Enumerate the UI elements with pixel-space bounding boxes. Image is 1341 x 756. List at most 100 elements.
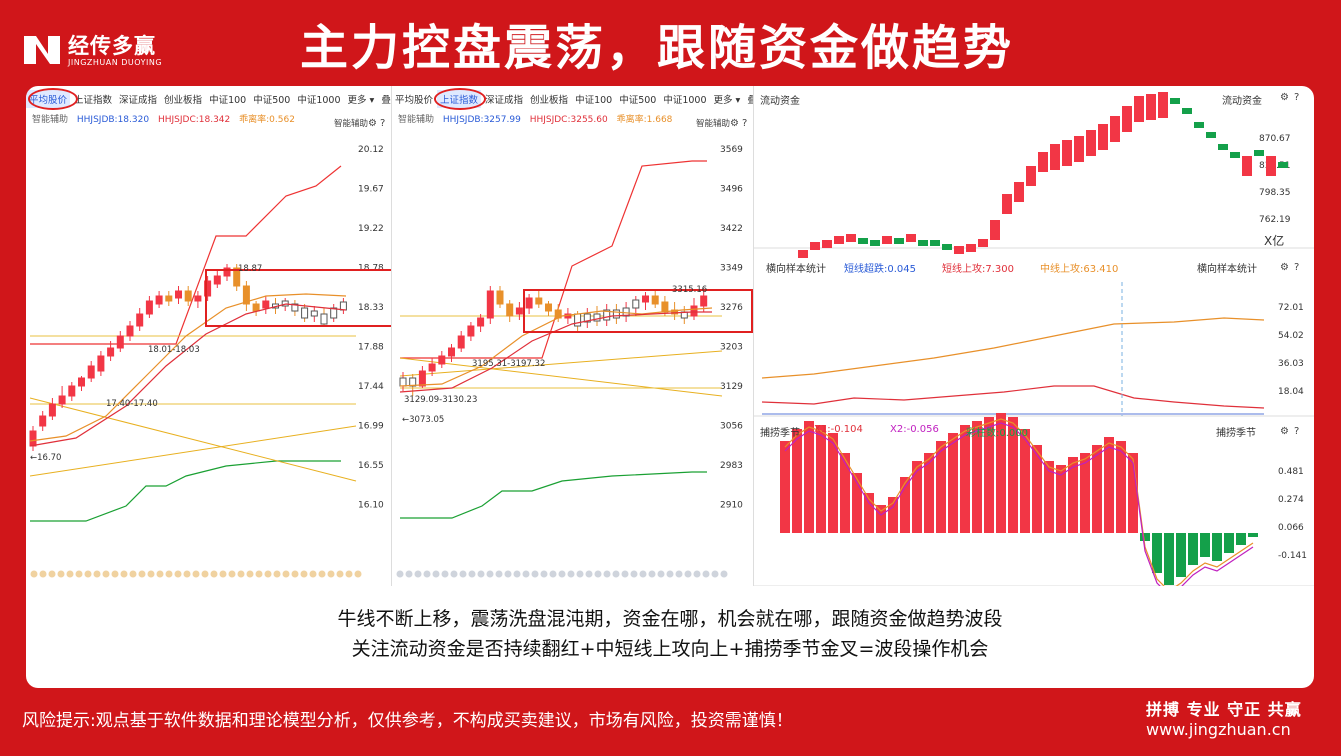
candle bbox=[184, 290, 192, 302]
season-bar bbox=[1152, 533, 1162, 573]
candle bbox=[496, 290, 504, 305]
ind-bias: 乖离率:1.668 bbox=[616, 115, 673, 125]
flow-bar bbox=[1086, 130, 1096, 156]
price-label: 3315.16 bbox=[672, 285, 707, 295]
candle bbox=[291, 303, 299, 312]
brand-name-en: JINGZHUAN DUOYING bbox=[68, 58, 163, 67]
sample-name[interactable]: 横向样本统计 bbox=[1197, 264, 1257, 275]
season-bar bbox=[936, 441, 946, 533]
price-label: 3195.31-3197.32 bbox=[472, 359, 545, 369]
candle bbox=[515, 307, 523, 315]
timeline-dot bbox=[666, 570, 674, 578]
season-bar bbox=[852, 473, 862, 533]
tab-csi100[interactable]: 中证100 bbox=[575, 95, 613, 106]
flow-bar bbox=[1146, 94, 1156, 120]
candle bbox=[583, 313, 591, 323]
season-bar bbox=[996, 413, 1006, 533]
candle bbox=[418, 370, 426, 387]
flow-bar bbox=[810, 242, 820, 250]
help-icon: ? bbox=[1294, 426, 1299, 437]
season-name[interactable]: 捕捞季节 bbox=[1216, 428, 1256, 439]
timeline-dot bbox=[111, 570, 119, 578]
y-tick-label: 36.03 bbox=[1278, 359, 1304, 369]
indicator-charts: ⚙?870.67834.51798.35762.19⚙?72.0154.0236… bbox=[754, 92, 1314, 586]
season-bar bbox=[960, 425, 970, 533]
sample-title: 横向样本统计 bbox=[766, 264, 826, 275]
flow-bar bbox=[930, 240, 940, 246]
flow-name[interactable]: 流动资金 bbox=[1222, 96, 1262, 107]
tab-sz-index[interactable]: 深证成指 bbox=[485, 95, 524, 106]
timeline-dot bbox=[612, 570, 620, 578]
assist-label: 智能辅助 bbox=[334, 118, 368, 129]
flow-bar bbox=[822, 240, 832, 248]
season-bar bbox=[780, 441, 790, 533]
website-url[interactable]: www.jingzhuan.cn bbox=[1146, 720, 1291, 739]
tab-overlay[interactable]: 叠加 ▾ bbox=[744, 90, 753, 108]
flow-bar bbox=[1026, 166, 1036, 186]
candle bbox=[593, 313, 601, 322]
tab-sz-index[interactable]: 深证成指 bbox=[119, 95, 158, 106]
y-tick-label: 3496 bbox=[720, 185, 743, 195]
y-tick-label: 3422 bbox=[720, 224, 743, 234]
timeline-dot bbox=[264, 570, 272, 578]
timeline-dot bbox=[513, 570, 521, 578]
season-bar bbox=[1140, 533, 1150, 541]
timeline-dot bbox=[585, 570, 593, 578]
timeline-dot bbox=[174, 570, 182, 578]
candle bbox=[116, 335, 124, 349]
timeline-dot bbox=[219, 570, 227, 578]
tab-overlay[interactable]: 叠加 ▾ bbox=[381, 95, 391, 106]
flow-bar bbox=[846, 234, 856, 242]
candle bbox=[155, 295, 163, 305]
candle bbox=[68, 385, 76, 397]
candle bbox=[194, 295, 202, 302]
season-bar bbox=[984, 417, 994, 533]
timeline-dot bbox=[201, 570, 209, 578]
tab-csi500[interactable]: 中证500 bbox=[619, 95, 657, 106]
candle bbox=[48, 403, 56, 417]
y-tick-label: 0.274 bbox=[1278, 495, 1304, 505]
y-tick-label: -0.141 bbox=[1278, 551, 1307, 561]
flow-bar bbox=[918, 240, 928, 246]
tab-average-price[interactable]: 平均股价 bbox=[395, 95, 434, 106]
timeline-dot bbox=[291, 570, 299, 578]
tab-sh-index[interactable]: 上证指数 bbox=[74, 95, 113, 106]
timeline-dot bbox=[414, 570, 422, 578]
flow-bar bbox=[894, 238, 904, 244]
y-tick-label: 20.12 bbox=[358, 145, 384, 155]
candle bbox=[78, 377, 85, 387]
tab-more[interactable]: 更多 ▾ bbox=[713, 95, 741, 106]
flow-bar bbox=[858, 238, 868, 244]
tab-gem-index[interactable]: 创业板指 bbox=[530, 95, 569, 106]
tab-csi1000[interactable]: 中证1000 bbox=[663, 95, 707, 106]
season-bar bbox=[840, 453, 850, 533]
highlight-circle bbox=[434, 88, 486, 110]
season-bar bbox=[924, 453, 934, 533]
tab-csi1000[interactable]: 中证1000 bbox=[297, 95, 341, 106]
season-bar bbox=[900, 477, 910, 533]
ind-short-attack: 短线上攻:7.300 bbox=[942, 264, 1014, 275]
candle bbox=[97, 355, 105, 372]
midline-attack-line bbox=[761, 317, 1265, 379]
candle bbox=[525, 297, 533, 309]
candle bbox=[661, 301, 669, 313]
season-bar bbox=[1116, 441, 1126, 533]
candle bbox=[320, 313, 328, 325]
y-tick-label: 16.10 bbox=[358, 501, 384, 511]
candle bbox=[39, 415, 47, 427]
tab-more[interactable]: 更多 ▾ bbox=[347, 95, 375, 106]
candle bbox=[145, 300, 153, 315]
flow-bar bbox=[1134, 96, 1144, 122]
tab-csi100[interactable]: 中证100 bbox=[209, 95, 247, 106]
tab-csi500[interactable]: 中证500 bbox=[253, 95, 291, 106]
tab-gem-index[interactable]: 创业板指 bbox=[164, 95, 203, 106]
timeline-dot bbox=[720, 570, 728, 578]
flow-bar bbox=[1122, 106, 1132, 132]
ma-line-orange bbox=[399, 307, 713, 387]
candle bbox=[486, 290, 494, 319]
candle bbox=[242, 285, 250, 305]
price-label: 18.01-18.03 bbox=[148, 345, 200, 355]
timeline-dot bbox=[396, 570, 404, 578]
candle bbox=[107, 347, 115, 357]
